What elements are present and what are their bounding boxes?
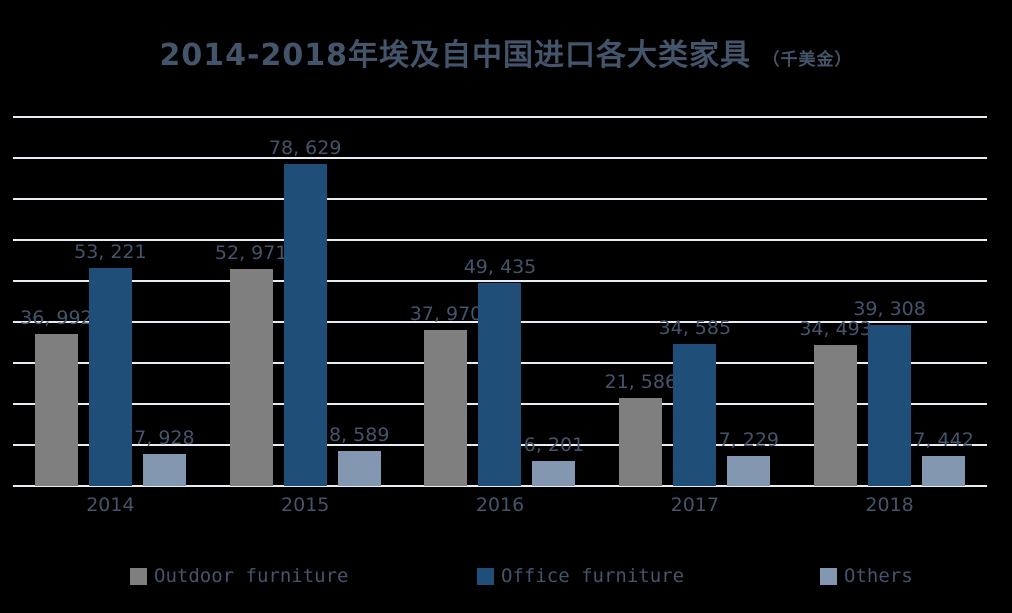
legend-item-others: Others bbox=[820, 565, 913, 587]
bar-groups: 36, 992 53, 221 7, 928 52, 971 78, 629 8, 589… bbox=[13, 117, 987, 486]
legend-label-office: Office furniture bbox=[501, 565, 685, 587]
data-label: 39, 308 bbox=[853, 297, 926, 320]
data-label: 8, 589 bbox=[328, 423, 390, 446]
x-axis-label-2016: 2016 bbox=[475, 494, 525, 516]
gridline bbox=[13, 157, 987, 160]
data-label: 36, 992 bbox=[20, 307, 93, 330]
bar-outdoor-furniture-2017: 21, 586 bbox=[605, 371, 677, 486]
bar-group-2015: 52, 971 78, 629 8, 589 bbox=[208, 117, 403, 486]
legend-swatch-others bbox=[820, 567, 837, 585]
legend-label-outdoor: Outdoor furniture bbox=[154, 565, 349, 587]
legend-item-outdoor-furniture: Outdoor furniture bbox=[130, 565, 348, 587]
bar-group-2014: 36, 992 53, 221 7, 928 bbox=[13, 117, 208, 486]
legend-swatch-office bbox=[477, 567, 494, 585]
gridline bbox=[13, 116, 987, 118]
data-label: 34, 585 bbox=[658, 317, 732, 340]
bar-outdoor-furniture-2018: 34, 493 bbox=[799, 318, 872, 486]
gridline bbox=[13, 239, 987, 242]
bar-office-furniture-2015: 78, 629 bbox=[269, 137, 341, 486]
gridline bbox=[13, 485, 987, 487]
gridline bbox=[13, 198, 987, 200]
data-label: 52, 971 bbox=[214, 241, 288, 264]
legend-swatch-outdoor bbox=[130, 567, 147, 585]
gridline bbox=[13, 280, 987, 282]
bar-outdoor-furniture-2015: 52, 971 bbox=[215, 242, 287, 486]
bar-outdoor-furniture-2016: 37, 970 bbox=[410, 303, 482, 486]
chart-title: 2014-2018年埃及自中国进口各大类家具 （千美金） bbox=[0, 30, 1012, 74]
bar-group-2018: 34, 493 39, 308 7, 442 bbox=[792, 117, 987, 486]
legend-label-others: Others bbox=[844, 565, 913, 587]
bar-office-furniture-2014: 53, 221 bbox=[74, 241, 147, 486]
data-label: 37, 970 bbox=[409, 303, 483, 326]
chart-title-text: 2014-2018年埃及自中国进口各大类家具 bbox=[159, 38, 751, 73]
data-label: 7, 928 bbox=[134, 426, 195, 449]
bar-office-furniture-2017: 34, 585 bbox=[659, 317, 731, 486]
plot-area: 36, 992 53, 221 7, 928 52, 971 78, 629 8, 589… bbox=[13, 116, 987, 487]
x-axis-label-2018: 2018 bbox=[865, 494, 914, 516]
data-label: 7, 442 bbox=[913, 428, 974, 451]
x-axis-label-2015: 2015 bbox=[281, 494, 330, 516]
x-axis-labels: 2014 2015 2016 2017 2018 bbox=[13, 494, 987, 516]
bar-office-furniture-2018: 39, 308 bbox=[853, 298, 926, 486]
data-label: 78, 629 bbox=[268, 136, 342, 159]
bar-others-2015: 8, 589 bbox=[329, 424, 389, 486]
data-label: 7, 229 bbox=[718, 429, 779, 452]
bar-others-2017: 7, 229 bbox=[719, 429, 779, 486]
bar-others-2016: 6, 201 bbox=[524, 434, 584, 486]
data-label: 6, 201 bbox=[523, 433, 585, 456]
data-label: 34, 493 bbox=[799, 317, 872, 340]
bar-outdoor-furniture-2014: 36, 992 bbox=[20, 307, 93, 486]
bar-others-2014: 7, 928 bbox=[134, 427, 195, 486]
data-label: 49, 435 bbox=[463, 256, 537, 279]
data-label: 53, 221 bbox=[74, 240, 147, 263]
chart-title-unit: （千美金） bbox=[762, 50, 853, 70]
data-label: 21, 586 bbox=[604, 370, 678, 393]
x-axis-label-2017: 2017 bbox=[670, 494, 719, 516]
bar-office-furniture-2016: 49, 435 bbox=[464, 256, 536, 486]
legend-item-office-furniture: Office furniture bbox=[477, 565, 684, 587]
bar-others-2018: 7, 442 bbox=[913, 429, 974, 486]
bar-group-2017: 21, 586 34, 585 7, 229 bbox=[597, 117, 792, 486]
x-axis-label-2014: 2014 bbox=[86, 494, 135, 516]
bar-group-2016: 37, 970 49, 435 6, 201 bbox=[403, 117, 598, 486]
